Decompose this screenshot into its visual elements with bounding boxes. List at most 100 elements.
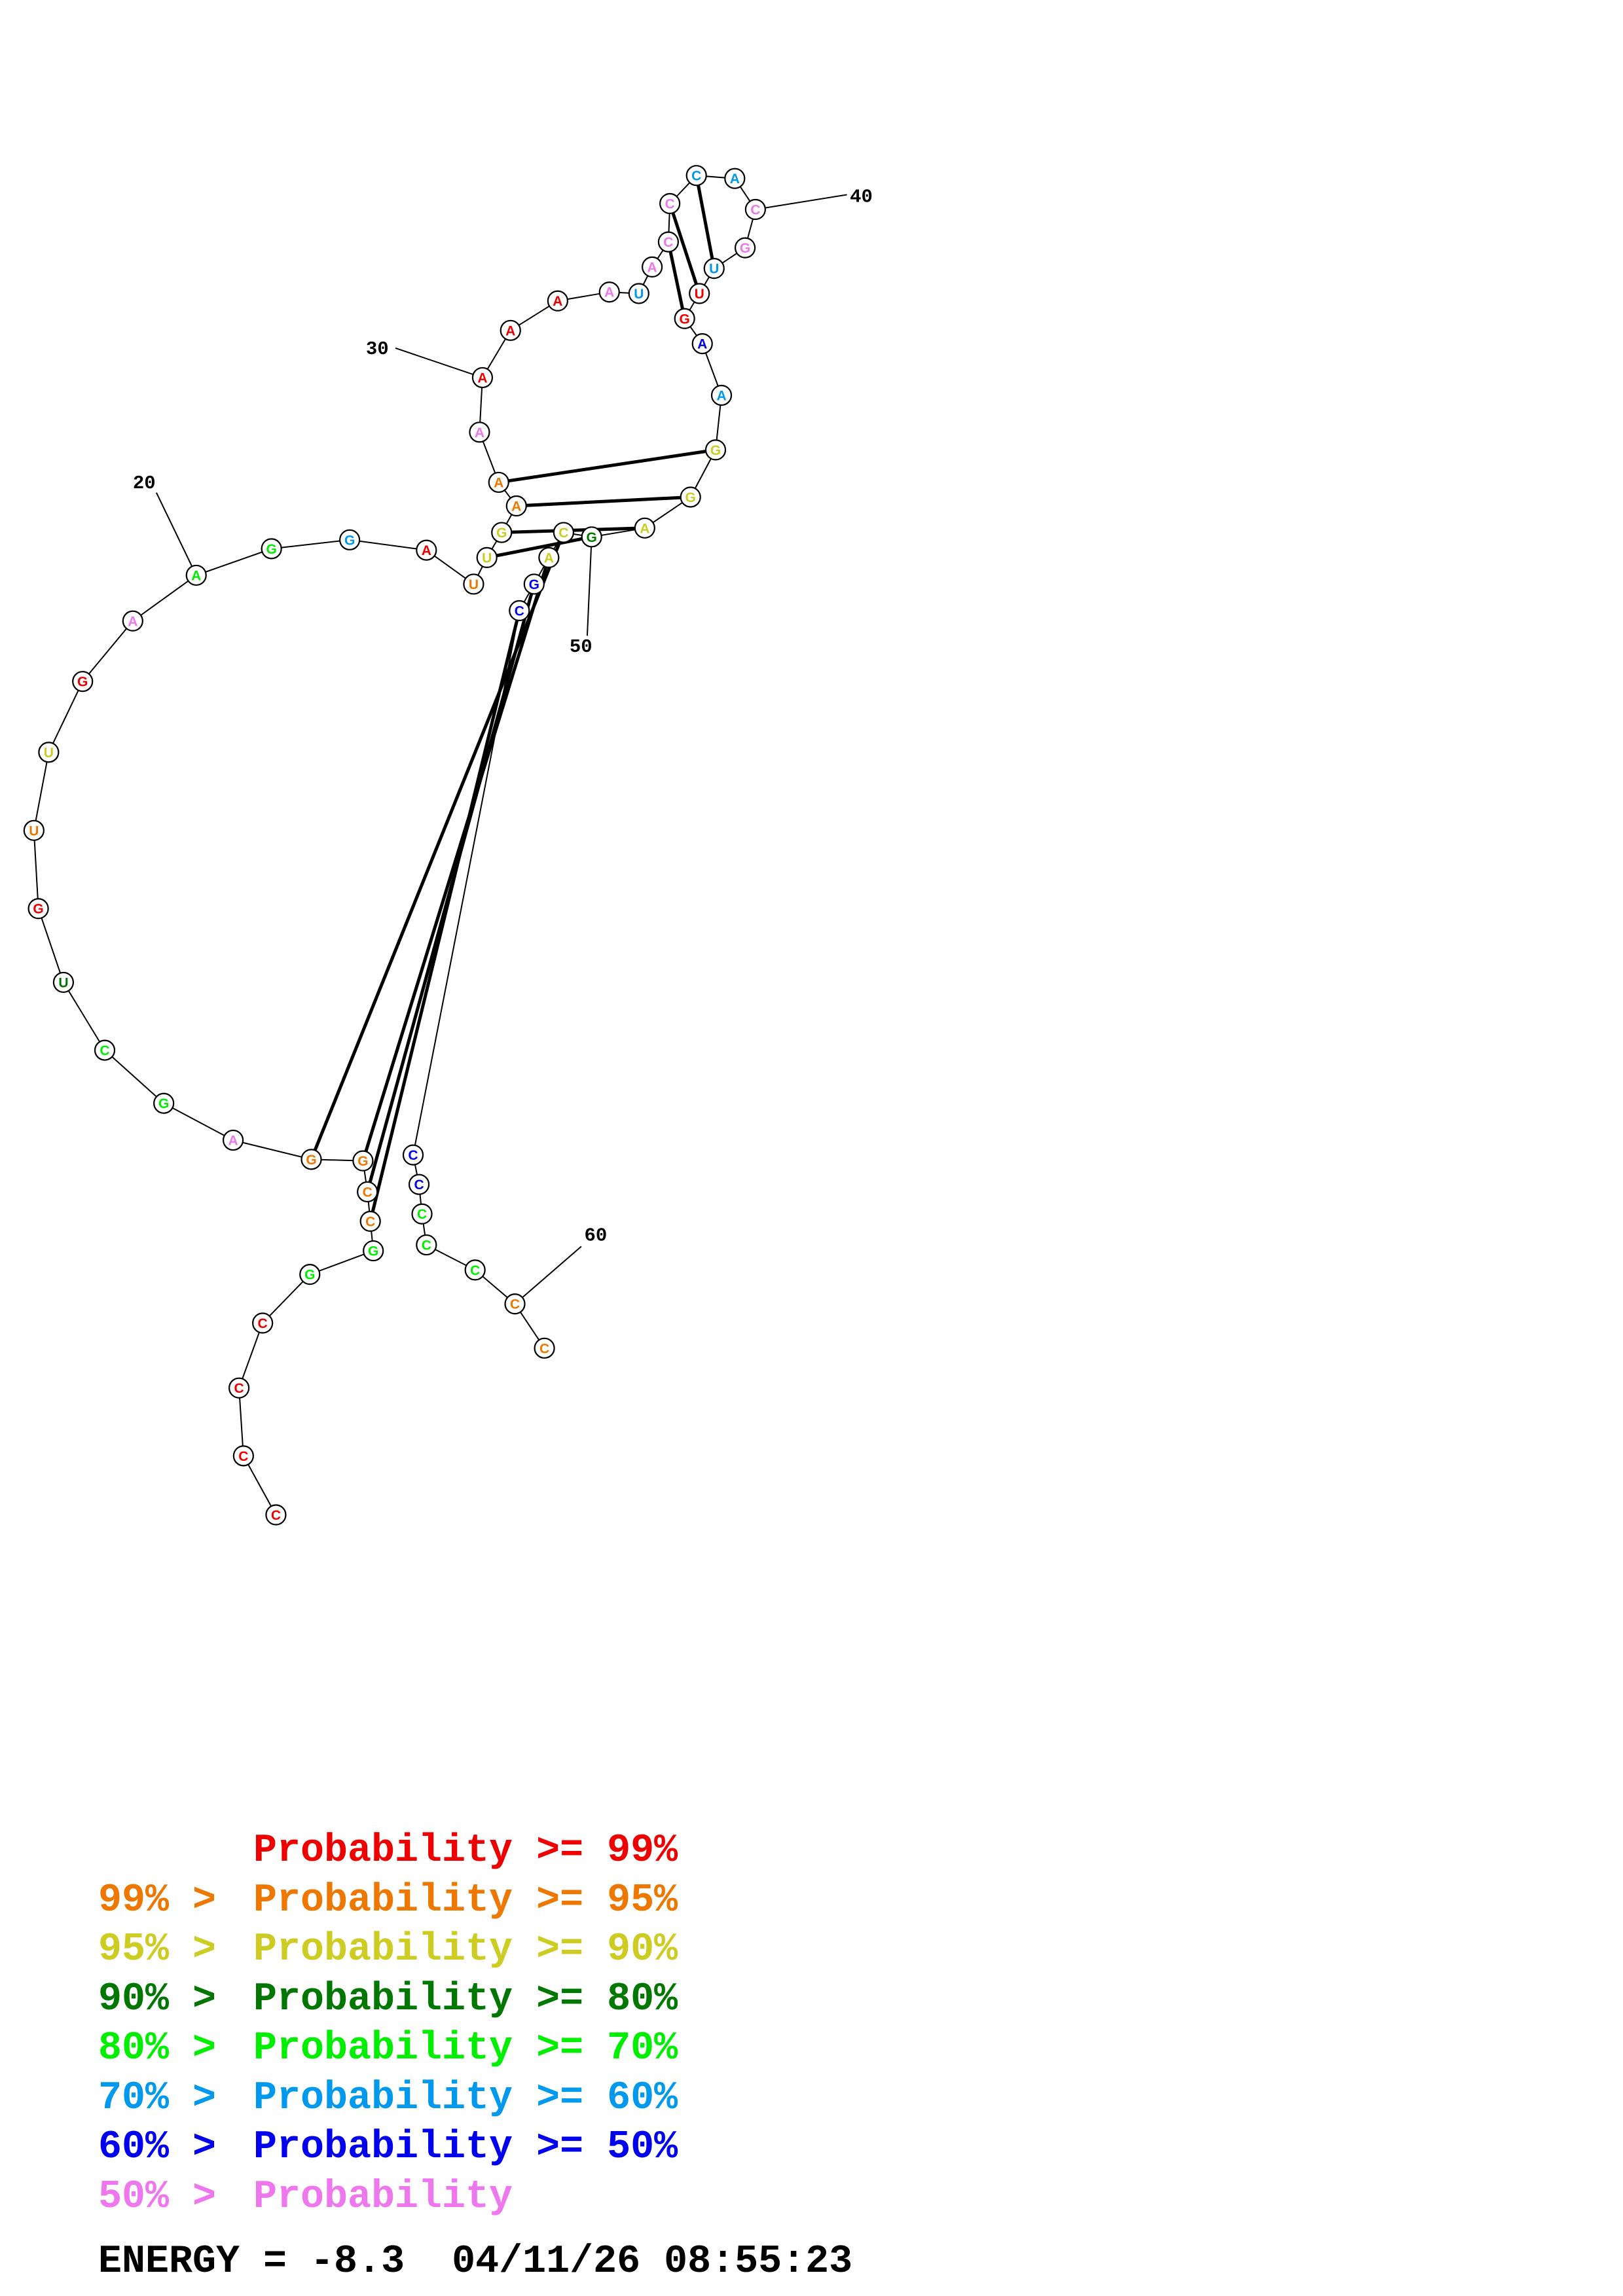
nucleotide: A	[469, 422, 490, 443]
nucleotide-letter: C	[663, 235, 673, 250]
position-tick-label: 60	[584, 1225, 607, 1246]
nucleotide-circle	[504, 1293, 526, 1315]
nucleotide-circle	[685, 165, 707, 187]
nucleotide-circle	[581, 526, 602, 548]
nucleotide-letter: U	[44, 745, 54, 761]
nucleotide-letter: G	[710, 443, 721, 458]
nucleotide: G	[581, 526, 602, 548]
nucleotide: A	[185, 564, 207, 586]
nucleotide-circle	[185, 564, 207, 586]
nucleotide-letter: C	[234, 1381, 244, 1396]
nucleotide: A	[598, 281, 620, 303]
nucleotide: C	[265, 1504, 287, 1526]
nucleotide-circle	[463, 573, 484, 595]
nucleotide-letter: C	[414, 1177, 424, 1193]
nucleotide-letter: A	[730, 171, 740, 187]
nucleotide-circle	[265, 1504, 287, 1526]
position-tick-label: 40	[850, 187, 873, 208]
nucleotide-circle	[299, 1264, 321, 1285]
nucleotide-circle	[339, 529, 361, 550]
nucleotide-circle	[634, 517, 655, 539]
nucleotide-letter: C	[417, 1207, 427, 1222]
nucleotide-circle	[505, 495, 527, 517]
nucleotide-letter: A	[475, 425, 484, 440]
nucleotide-letter: C	[100, 1043, 109, 1058]
nucleotide-circle	[416, 539, 437, 561]
nucleotide-circle	[674, 308, 695, 329]
nucleotide-letter: A	[477, 370, 487, 386]
nucleotide-circle	[469, 422, 490, 443]
nucleotide-letter: U	[709, 262, 719, 277]
nucleotide-circle	[352, 1150, 374, 1172]
nucleotide-circle	[23, 819, 45, 841]
legend-row: 60% > Probability >= 50%	[98, 2123, 678, 2172]
position-tick-line	[395, 347, 483, 378]
nucleotide: A	[642, 256, 663, 278]
nucleotide-circle	[72, 671, 94, 692]
nucleotide-circle	[724, 168, 746, 189]
nucleotide-letter: U	[29, 823, 39, 838]
nucleotide: A	[710, 384, 733, 406]
nucleotide-letter: G	[304, 1268, 315, 1283]
nucleotide: A	[488, 471, 509, 493]
nucleotide: G	[491, 522, 513, 543]
nucleotide-letter: A	[228, 1134, 238, 1149]
position-tick-label: 30	[366, 338, 389, 360]
nucleotide-letter: C	[515, 604, 524, 619]
nucleotide-letter: C	[363, 1185, 373, 1200]
position-ticks: 20 30 40 50 60	[133, 187, 873, 1304]
legend-prefix: 99% >	[98, 1878, 240, 1923]
nucleotide-letter: G	[306, 1153, 316, 1168]
nucleotide: G	[352, 1150, 374, 1172]
nucleotide-circle	[509, 600, 530, 622]
legend-label: Probability >= 99%	[253, 1829, 678, 1873]
nucleotide-letter: G	[685, 490, 696, 505]
nucleotide: C	[509, 600, 530, 622]
nucleotide-circle	[691, 332, 713, 355]
nucleotide-letter: G	[680, 312, 690, 327]
legend-prefix: 80% >	[98, 2026, 240, 2071]
nucleotide: C	[232, 1445, 254, 1467]
base-pair-bond	[668, 203, 701, 295]
legend-label: Probability >= 70%	[253, 2026, 678, 2071]
legend-label: Probability >= 50%	[253, 2125, 678, 2170]
nucleotide-letter: C	[510, 1297, 520, 1312]
base-pair-bond	[369, 610, 521, 1222]
legend-prefix: 90% >	[98, 1977, 240, 2022]
nucleotide: A	[691, 332, 713, 355]
legend-row: 70% > Probability >= 60%	[98, 2073, 678, 2123]
nucleotide: C	[553, 522, 574, 543]
nucleotide-circle	[357, 1181, 378, 1203]
nucleotide: C	[657, 231, 679, 253]
nucleotide-circle	[744, 198, 766, 221]
nucleotide-circle	[547, 290, 568, 312]
nucleotide-circle	[657, 231, 679, 253]
base-pair-bond	[666, 242, 687, 319]
nucleotide: U	[476, 547, 498, 568]
nucleotide-letter: C	[539, 1341, 549, 1356]
nucleotide-letter: C	[238, 1449, 248, 1464]
nucleotide-circle	[359, 1210, 381, 1232]
nucleotide: G	[674, 308, 695, 329]
nucleotide: C	[416, 1234, 437, 1256]
nucleotide-letter: C	[470, 1263, 480, 1278]
nucleotide-letter: C	[691, 169, 701, 184]
nucleotide: A	[416, 539, 437, 561]
position-tick-line	[514, 1246, 582, 1304]
nucleotide-letter: A	[128, 614, 137, 629]
base-pair-bond	[516, 495, 691, 508]
nucleotide: U	[628, 283, 649, 304]
nucleotide-circle	[27, 898, 49, 920]
base-pair-bond	[498, 448, 716, 484]
nucleotide-letter: C	[408, 1148, 418, 1163]
position-tick-line	[755, 194, 847, 211]
nucleotide-circle	[411, 1203, 433, 1225]
nucleotide-letter: A	[511, 499, 521, 514]
base-pair-bond	[361, 557, 551, 1162]
legend-label: Probability	[253, 2174, 513, 2219]
nucleotide: C	[659, 192, 681, 215]
nucleotide: C	[359, 1210, 381, 1232]
nucleotide: U	[38, 742, 60, 763]
nucleotide-letter: G	[529, 577, 539, 592]
